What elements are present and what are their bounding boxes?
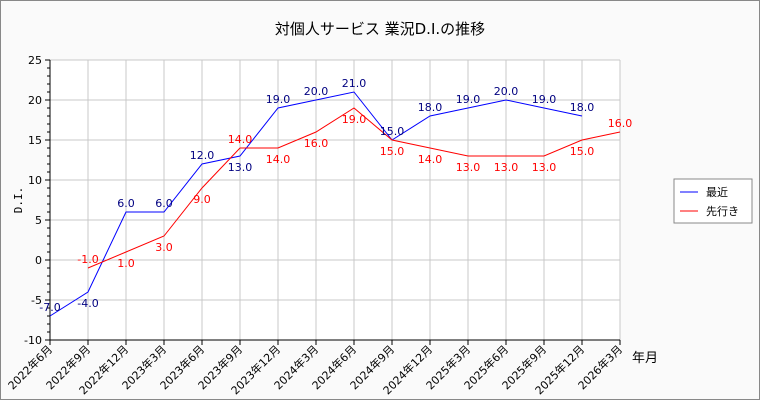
data-label: 15.0 [380, 145, 405, 158]
legend: 最近 先行き [673, 178, 753, 224]
data-label: 16.0 [608, 117, 633, 130]
legend-label-recent: 最近 [706, 186, 728, 199]
data-label: -7.0 [39, 301, 60, 314]
data-label: 20.0 [494, 85, 519, 98]
data-label: 16.0 [304, 137, 329, 150]
data-label: 6.0 [117, 197, 135, 210]
data-label: 6.0 [155, 197, 173, 210]
data-label: 15.0 [380, 125, 405, 138]
data-label: -4.0 [77, 297, 98, 310]
chart-title: 対個人サービス 業況D.I.の推移 [275, 20, 485, 38]
data-label: 13.0 [456, 161, 481, 174]
data-label: 19.0 [266, 93, 291, 106]
data-label: 3.0 [155, 241, 173, 254]
plot-area [50, 60, 620, 340]
legend-label-outlook: 先行き [706, 205, 739, 218]
x-axis-label: 年月 [632, 351, 658, 366]
data-label: 20.0 [304, 85, 329, 98]
series-line-outlook [87, 107, 621, 269]
data-label: 14.0 [418, 153, 443, 166]
data-label: 15.0 [570, 145, 595, 158]
y-tick-label: 0 [35, 254, 42, 267]
y-axis-label: D.I. [12, 187, 25, 214]
data-label: 18.0 [570, 101, 595, 114]
data-label: 13.0 [532, 161, 557, 174]
y-tick-label: -5 [31, 294, 42, 307]
data-label: 21.0 [342, 77, 367, 90]
data-label: 1.0 [117, 257, 135, 270]
data-label: 18.0 [418, 101, 443, 114]
data-label: 9.0 [193, 193, 211, 206]
data-label: 14.0 [266, 153, 291, 166]
series-line-recent [49, 91, 583, 317]
y-tick-label: 10 [28, 174, 42, 187]
y-tick-label: 25 [28, 54, 42, 67]
data-label: 19.0 [342, 113, 367, 126]
data-label: 13.0 [228, 161, 253, 174]
data-label: 12.0 [190, 149, 215, 162]
y-tick-label: 20 [28, 94, 42, 107]
legend-box [673, 178, 753, 224]
data-label: -1.0 [77, 253, 98, 266]
data-label: 19.0 [532, 93, 557, 106]
data-label: 13.0 [494, 161, 519, 174]
data-label: 14.0 [228, 133, 253, 146]
y-tick-label: 15 [28, 134, 42, 147]
y-tick-label: -10 [24, 334, 42, 347]
data-label: 19.0 [456, 93, 481, 106]
y-tick-label: 5 [35, 214, 42, 227]
